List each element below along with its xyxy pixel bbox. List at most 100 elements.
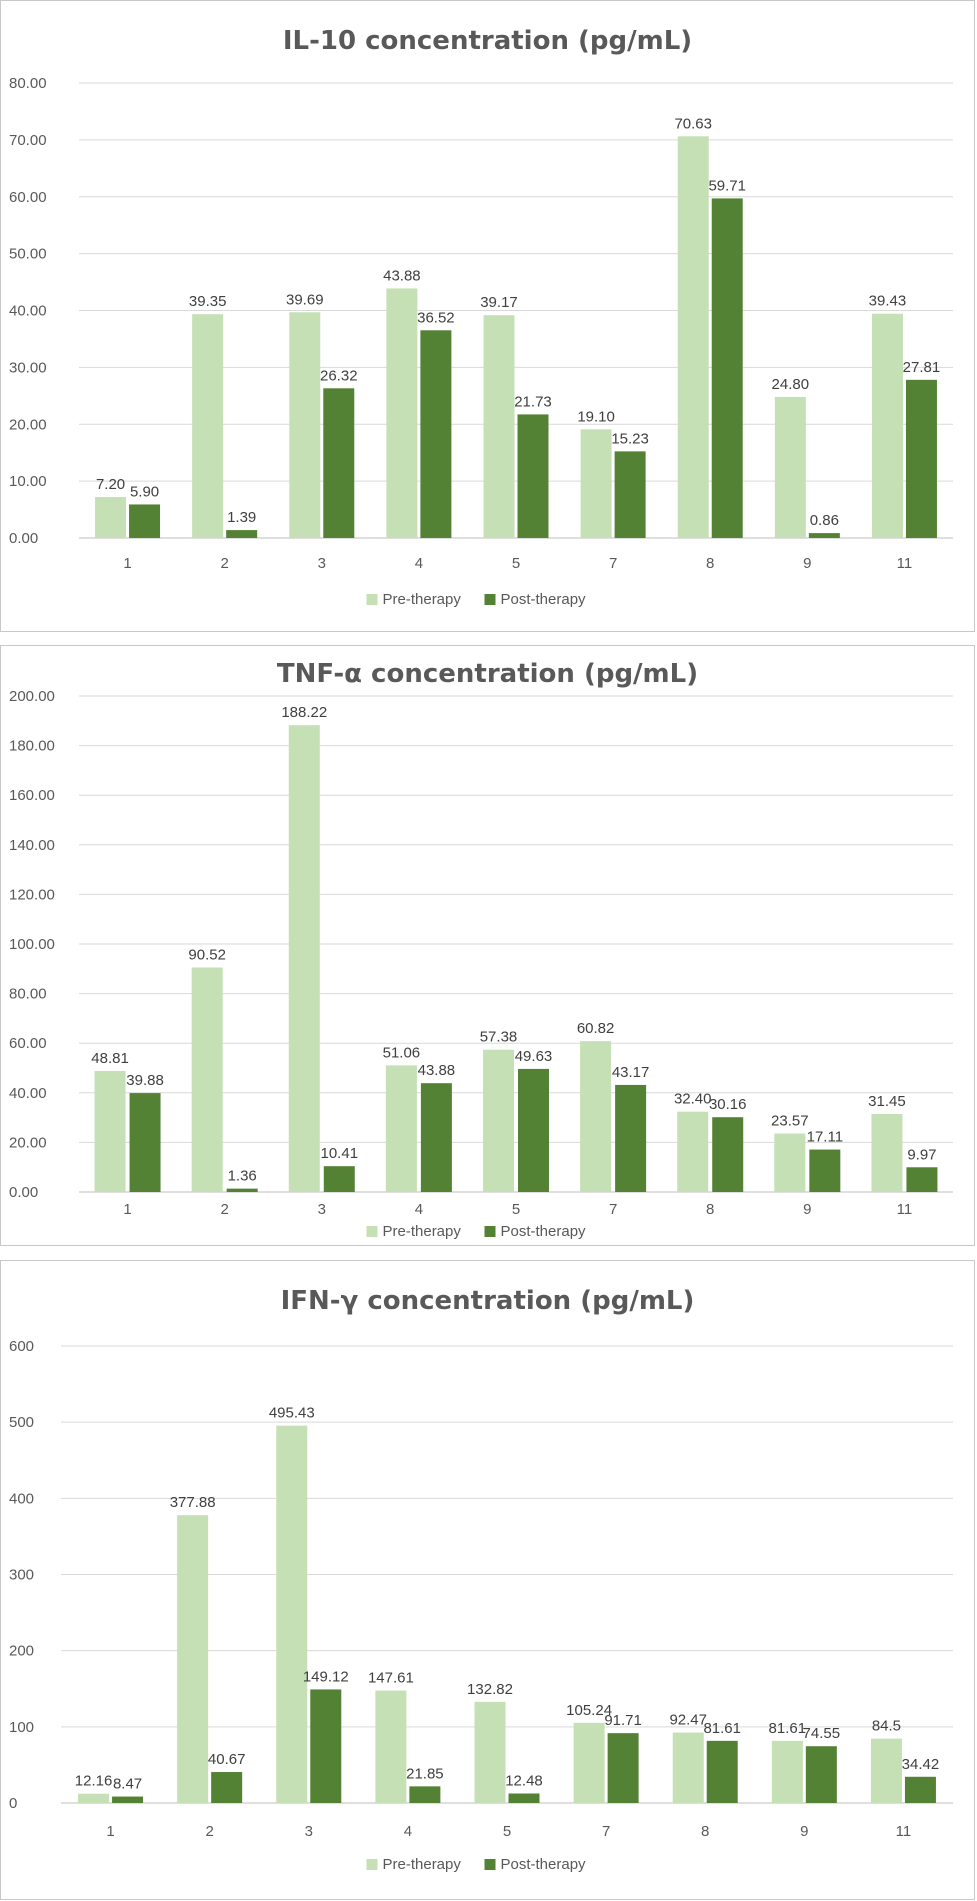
data-label-post-therapy: 1.36: [228, 1168, 257, 1185]
bar-post-therapy: [517, 414, 549, 538]
legend-label: Post-therapy: [501, 1856, 587, 1873]
legend-item-post-therapy: Post-therapy: [484, 1223, 586, 1240]
data-label-pre-therapy: 7.20: [96, 476, 125, 493]
x-tick-label: 9: [803, 1201, 811, 1218]
data-label-post-therapy: 21.85: [406, 1765, 444, 1782]
legend-item-pre-therapy: Pre-therapy: [366, 1856, 461, 1873]
x-tick-label: 7: [602, 1823, 610, 1840]
data-label-pre-therapy: 105.24: [566, 1702, 612, 1719]
legend-swatch: [484, 1859, 496, 1870]
data-label-post-therapy: 0.86: [810, 512, 839, 529]
data-label-post-therapy: 12.48: [505, 1772, 543, 1789]
bar-pre-therapy: [386, 288, 418, 538]
legend-swatch: [366, 594, 378, 605]
bar-pre-therapy: [289, 312, 321, 538]
data-label-pre-therapy: 39.43: [869, 293, 907, 310]
x-tick-label: 8: [701, 1823, 709, 1840]
data-label-pre-therapy: 70.63: [674, 115, 712, 132]
bar-pre-therapy: [870, 1738, 902, 1803]
x-tick-label: 3: [318, 555, 326, 572]
y-tick-label: 60.00: [9, 1035, 47, 1052]
data-label-post-therapy: 8.47: [113, 1776, 142, 1793]
bar-post-therapy: [420, 1083, 452, 1192]
bar-post-therapy: [211, 1772, 243, 1803]
bar-pre-therapy: [580, 429, 612, 538]
bar-pre-therapy: [774, 1133, 806, 1192]
data-label-post-therapy: 21.73: [514, 393, 552, 410]
bar-pre-therapy: [375, 1690, 407, 1803]
legend-swatch: [484, 1226, 496, 1237]
bar-post-therapy: [323, 1166, 355, 1192]
bar-pre-therapy: [677, 1111, 709, 1192]
y-tick-label: 500: [9, 1414, 34, 1431]
bar-post-therapy: [607, 1733, 639, 1803]
bar-pre-therapy: [871, 313, 903, 538]
x-tick-label: 8: [706, 1201, 714, 1218]
bar-post-therapy: [420, 330, 452, 538]
data-label-pre-therapy: 19.10: [577, 408, 615, 425]
data-label-post-therapy: 74.55: [803, 1725, 841, 1742]
data-label-pre-therapy: 48.81: [91, 1050, 129, 1067]
tnf-alpha-chart-panel: TNF-α concentration (pg/mL) 0.00 20.00 40.0…: [0, 645, 975, 1246]
bar-pre-therapy: [774, 396, 806, 538]
bar-post-therapy: [706, 1740, 738, 1803]
y-tick-label: 40.00: [9, 303, 47, 320]
bar-post-therapy: [112, 1796, 144, 1803]
bar-post-therapy: [129, 504, 161, 538]
data-label-pre-therapy: 51.06: [383, 1044, 421, 1061]
bar-post-therapy: [614, 451, 646, 538]
data-label-pre-therapy: 147.61: [368, 1670, 414, 1687]
data-label-post-therapy: 43.88: [418, 1062, 456, 1079]
data-label-post-therapy: 9.97: [907, 1146, 936, 1163]
bar-pre-therapy: [483, 1049, 514, 1192]
ifn-gamma-chart-panel: IFN-γ concentration (pg/mL) 0 100 200 300 400…: [0, 1260, 975, 1900]
y-tick-label: 80.00: [9, 75, 47, 92]
data-label-post-therapy: 40.67: [208, 1751, 246, 1768]
legend-label: Pre-therapy: [383, 591, 462, 608]
data-label-pre-therapy: 43.88: [383, 267, 421, 284]
y-tick-label: 140.00: [9, 837, 55, 854]
x-tick-label: 9: [803, 555, 811, 572]
x-tick-label: 5: [512, 555, 520, 572]
il10-chart-panel: IL-10 concentration (pg/mL) 0.00 10.00 20.0…: [0, 0, 975, 632]
data-label-pre-therapy: 23.57: [771, 1113, 809, 1130]
bar-pre-therapy: [580, 1041, 612, 1192]
bar-pre-therapy: [177, 1515, 209, 1803]
data-label-post-therapy: 149.12: [303, 1668, 349, 1685]
y-tick-label: 70.00: [9, 132, 47, 149]
x-tick-label: 2: [220, 555, 228, 572]
y-tick-label: 400: [9, 1490, 34, 1507]
data-label-pre-therapy: 495.43: [269, 1405, 315, 1422]
data-label-pre-therapy: 60.82: [577, 1020, 615, 1037]
y-tick-label: 180.00: [9, 738, 55, 755]
data-label-pre-therapy: 39.17: [480, 294, 518, 311]
bar-pre-therapy: [192, 314, 224, 538]
bar-post-therapy: [809, 1149, 841, 1192]
chart-title: IL-10 concentration (pg/mL): [283, 26, 692, 56]
bar-pre-therapy: [573, 1722, 605, 1803]
y-tick-label: 60.00: [9, 189, 47, 206]
legend-swatch: [484, 594, 496, 605]
bar-post-therapy: [711, 198, 743, 539]
bar-post-therapy: [226, 1188, 258, 1192]
data-label-pre-therapy: 32.40: [674, 1091, 712, 1108]
x-tick-label: 7: [609, 555, 617, 572]
y-tick-label: 200: [9, 1643, 34, 1660]
bar-post-therapy: [906, 1167, 938, 1192]
data-label-pre-therapy: 84.5: [872, 1718, 901, 1735]
y-tick-label: 300: [9, 1567, 34, 1584]
data-label-pre-therapy: 90.52: [188, 947, 226, 964]
y-tick-label: 200.00: [9, 688, 55, 705]
data-label-pre-therapy: 377.88: [170, 1494, 216, 1511]
legend-label: Pre-therapy: [383, 1223, 462, 1240]
bar-post-therapy: [805, 1746, 837, 1803]
y-tick-label: 80.00: [9, 986, 47, 1003]
x-tick-label: 4: [404, 1823, 412, 1840]
legend-item-post-therapy: Post-therapy: [484, 1856, 587, 1873]
data-label-pre-therapy: 57.38: [480, 1029, 518, 1046]
x-tick-label: 11: [897, 555, 913, 572]
bar-post-therapy: [615, 1084, 647, 1192]
y-tick-label: 600: [9, 1338, 34, 1355]
bar-pre-therapy: [95, 497, 127, 538]
x-tick-label: 11: [896, 1823, 912, 1840]
